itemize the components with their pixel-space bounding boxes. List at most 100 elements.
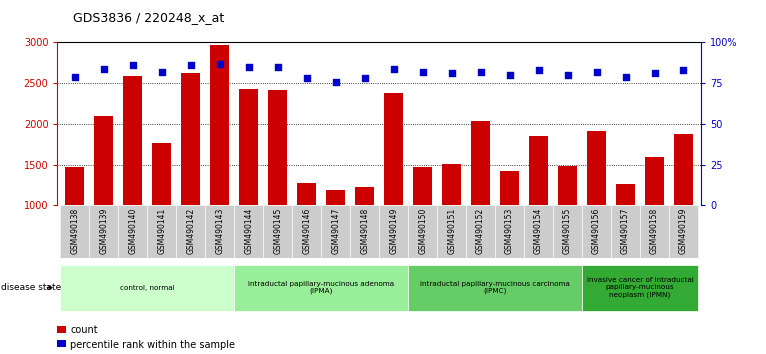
Point — [620, 74, 632, 80]
Point — [126, 62, 139, 68]
Point — [446, 70, 458, 76]
Text: disease state: disease state — [1, 283, 61, 292]
Text: invasive cancer of intraductal
papillary-mucinous
neoplasm (IPMN): invasive cancer of intraductal papillary… — [587, 278, 693, 298]
Point — [648, 70, 660, 76]
Text: GSM490142: GSM490142 — [186, 207, 195, 254]
Bar — [152, 143, 172, 287]
Point — [561, 72, 574, 78]
Bar — [355, 187, 374, 287]
FancyBboxPatch shape — [61, 205, 90, 258]
Text: GSM490140: GSM490140 — [129, 207, 137, 254]
Point — [532, 67, 545, 73]
Text: percentile rank within the sample: percentile rank within the sample — [70, 340, 235, 350]
Point — [677, 67, 689, 73]
FancyBboxPatch shape — [582, 205, 611, 258]
Bar — [616, 184, 635, 287]
FancyBboxPatch shape — [495, 205, 524, 258]
Bar — [442, 164, 461, 287]
Text: intraductal papillary-mucinous adenoma
(IPMA): intraductal papillary-mucinous adenoma (… — [248, 281, 394, 295]
FancyBboxPatch shape — [61, 265, 234, 310]
FancyBboxPatch shape — [350, 205, 379, 258]
Bar — [385, 93, 403, 287]
Bar — [674, 134, 693, 287]
FancyBboxPatch shape — [466, 205, 495, 258]
FancyBboxPatch shape — [205, 205, 234, 258]
Point — [417, 69, 429, 75]
Point — [243, 64, 255, 70]
Text: GSM490146: GSM490146 — [303, 207, 311, 254]
Bar — [57, 341, 67, 347]
FancyBboxPatch shape — [408, 265, 582, 310]
Text: GSM490150: GSM490150 — [418, 207, 427, 254]
Point — [185, 62, 197, 68]
Bar — [239, 89, 258, 287]
FancyBboxPatch shape — [321, 205, 350, 258]
FancyBboxPatch shape — [611, 205, 640, 258]
Point — [358, 75, 371, 81]
Text: GSM490144: GSM490144 — [244, 207, 254, 254]
Text: GSM490149: GSM490149 — [389, 207, 398, 254]
Point — [474, 69, 486, 75]
FancyBboxPatch shape — [582, 265, 698, 310]
Text: GSM490141: GSM490141 — [157, 207, 166, 254]
Bar — [268, 90, 287, 287]
Text: control, normal: control, normal — [120, 285, 175, 291]
Bar — [471, 121, 490, 287]
Text: GSM490139: GSM490139 — [100, 207, 108, 254]
FancyBboxPatch shape — [408, 205, 437, 258]
Text: GSM490147: GSM490147 — [331, 207, 340, 254]
FancyBboxPatch shape — [176, 205, 205, 258]
Bar — [587, 131, 606, 287]
Bar — [182, 73, 200, 287]
FancyBboxPatch shape — [234, 265, 408, 310]
FancyBboxPatch shape — [90, 205, 118, 258]
Text: GDS3836 / 220248_x_at: GDS3836 / 220248_x_at — [73, 11, 224, 24]
Point — [388, 66, 400, 72]
FancyBboxPatch shape — [379, 205, 408, 258]
Text: GSM490143: GSM490143 — [215, 207, 224, 254]
Bar — [529, 136, 548, 287]
Bar — [413, 167, 432, 287]
Bar — [558, 166, 577, 287]
FancyBboxPatch shape — [553, 205, 582, 258]
Text: GSM490155: GSM490155 — [563, 207, 572, 254]
Point — [98, 66, 110, 72]
FancyBboxPatch shape — [640, 205, 669, 258]
Point — [214, 61, 226, 67]
Text: GSM490154: GSM490154 — [534, 207, 543, 254]
Text: GSM490153: GSM490153 — [505, 207, 514, 254]
Text: GSM490138: GSM490138 — [70, 207, 80, 254]
Point — [329, 79, 342, 84]
Point — [300, 75, 313, 81]
Bar — [123, 76, 142, 287]
Text: count: count — [70, 325, 98, 335]
FancyBboxPatch shape — [234, 205, 264, 258]
Bar — [645, 157, 664, 287]
Text: GSM490152: GSM490152 — [476, 207, 485, 254]
Text: intraductal papillary-mucinous carcinoma
(IPMC): intraductal papillary-mucinous carcinoma… — [421, 281, 570, 295]
Bar — [211, 45, 229, 287]
Text: GSM490151: GSM490151 — [447, 207, 456, 254]
Point — [69, 74, 81, 80]
Bar — [94, 116, 113, 287]
FancyBboxPatch shape — [118, 205, 147, 258]
Text: GSM490158: GSM490158 — [650, 207, 659, 254]
FancyBboxPatch shape — [147, 205, 176, 258]
Bar — [500, 171, 519, 287]
Point — [155, 69, 168, 75]
Bar — [57, 326, 67, 333]
FancyBboxPatch shape — [524, 205, 553, 258]
FancyBboxPatch shape — [669, 205, 698, 258]
Text: GSM490157: GSM490157 — [621, 207, 630, 254]
Bar — [297, 183, 316, 287]
Bar — [326, 190, 345, 287]
Text: GSM490156: GSM490156 — [592, 207, 601, 254]
Text: GSM490148: GSM490148 — [360, 207, 369, 254]
FancyBboxPatch shape — [264, 205, 292, 258]
Text: GSM490145: GSM490145 — [273, 207, 282, 254]
FancyBboxPatch shape — [437, 205, 466, 258]
Point — [591, 69, 603, 75]
Text: GSM490159: GSM490159 — [679, 207, 688, 254]
FancyBboxPatch shape — [292, 205, 321, 258]
Point — [503, 72, 516, 78]
